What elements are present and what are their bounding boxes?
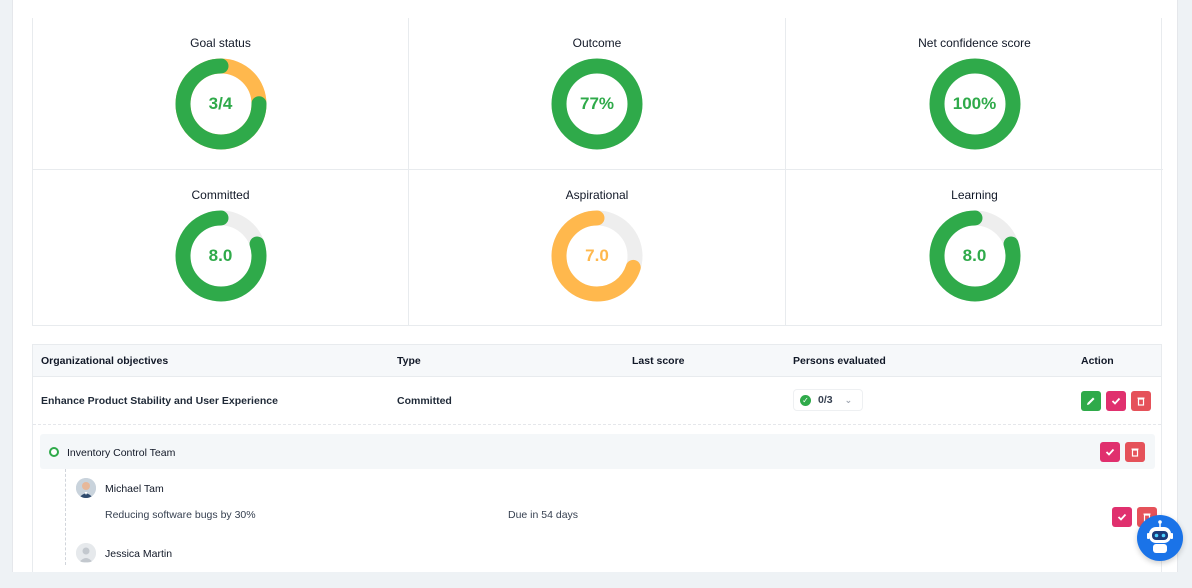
check-icon: [1105, 448, 1115, 456]
table-row[interactable]: Enhance Product Stability and User Exper…: [33, 377, 1161, 425]
donut-value: 3/4: [208, 94, 233, 113]
team-name[interactable]: Inventory Control Team: [67, 447, 176, 459]
metric-goal-status: Goal status 3/4: [33, 18, 409, 170]
donut-chart: 8.0: [929, 210, 1021, 302]
persons-count: 0/3: [818, 394, 833, 406]
donut-progress: [929, 58, 1020, 150]
objectives-table: Organizational objectives Type Last scor…: [32, 344, 1162, 572]
trash-icon: [1137, 397, 1145, 406]
chevron-down-icon: ⌄: [844, 394, 853, 405]
trash-icon: [1131, 448, 1139, 457]
person-photo-icon: [76, 478, 96, 498]
donut-svg: [551, 210, 643, 302]
donut-svg: [175, 58, 266, 150]
donut-svg: [175, 210, 266, 302]
donut-chart: 77%: [551, 58, 643, 150]
team-status-icon: [49, 447, 59, 457]
metric-outcome: Outcome 77%: [409, 18, 786, 170]
donut-value: 77%: [579, 94, 615, 113]
pencil-icon: [1087, 397, 1095, 405]
team-row[interactable]: Inventory Control Team: [40, 434, 1155, 469]
donut-progress: [175, 210, 266, 302]
header-objectives: Organizational objectives: [41, 355, 169, 367]
persons-evaluated-dropdown[interactable]: ✓ 0/3 ⌄: [793, 389, 863, 411]
delete-button[interactable]: [1131, 391, 1151, 411]
donut-chart: 100%: [929, 58, 1021, 150]
metrics-grid: Goal status 3/4 Outcome 77% Net confiden…: [32, 18, 1163, 326]
donut-chart: 3/4: [175, 58, 267, 150]
key-result-text[interactable]: Reducing software bugs by 30%: [105, 509, 256, 521]
member-complete-button[interactable]: [1112, 507, 1132, 527]
robot-icon: [1147, 520, 1173, 553]
donut-progress: [175, 58, 266, 150]
donut-value: 100%: [952, 94, 997, 113]
donut-chart: 8.0: [175, 210, 267, 302]
page-frame: Goal status 3/4 Outcome 77% Net confiden…: [12, 0, 1178, 572]
objective-name[interactable]: Enhance Product Stability and User Exper…: [41, 395, 278, 407]
donut-value: 8.0: [208, 246, 233, 265]
donut-chart: 7.0: [551, 210, 643, 302]
metric-learning: Learning 8.0: [786, 170, 1163, 326]
metric-title: Goal status: [190, 36, 251, 50]
donut-progress: [551, 58, 643, 150]
donut-progress: [929, 210, 1020, 302]
header-last-score: Last score: [632, 355, 685, 367]
objective-type: Committed: [397, 395, 452, 407]
donut-value: 7.0: [585, 246, 609, 265]
metric-aspirational: Aspirational 7.0: [409, 170, 786, 326]
tree-connector: [65, 469, 66, 565]
metric-title: Learning: [951, 188, 998, 202]
team-delete-button[interactable]: [1125, 442, 1145, 462]
edit-button[interactable]: [1081, 391, 1101, 411]
assistant-button[interactable]: [1137, 515, 1183, 561]
check-circle-icon: ✓: [800, 394, 811, 406]
complete-button[interactable]: [1106, 391, 1126, 411]
header-action: Action: [1081, 355, 1114, 367]
header-persons-evaluated: Persons evaluated: [793, 355, 886, 367]
donut-svg: [551, 58, 643, 150]
donut-svg: [929, 210, 1020, 302]
person-placeholder-icon: [76, 543, 96, 563]
member-name[interactable]: Jessica Martin: [105, 548, 173, 560]
donut-progress: [551, 210, 643, 302]
avatar: [76, 478, 96, 498]
metric-title: Outcome: [572, 36, 622, 50]
team-complete-button[interactable]: [1100, 442, 1120, 462]
due-date: Due in 54 days: [508, 509, 579, 521]
table-header: Organizational objectives Type Last scor…: [33, 345, 1161, 377]
metric-net-confidence: Net confidence score 100%: [786, 18, 1163, 170]
header-type: Type: [397, 355, 421, 367]
metric-committed: Committed 8.0: [33, 170, 409, 326]
donut-svg: [929, 58, 1020, 150]
member-name[interactable]: Michael Tam: [105, 483, 164, 495]
check-icon: [1111, 397, 1121, 405]
avatar: [76, 543, 96, 563]
donut-value: 8.0: [962, 246, 987, 265]
metric-title: Net confidence score: [918, 36, 1031, 50]
metric-title: Committed: [191, 188, 250, 202]
metric-title: Aspirational: [565, 188, 629, 202]
check-icon: [1117, 513, 1127, 521]
